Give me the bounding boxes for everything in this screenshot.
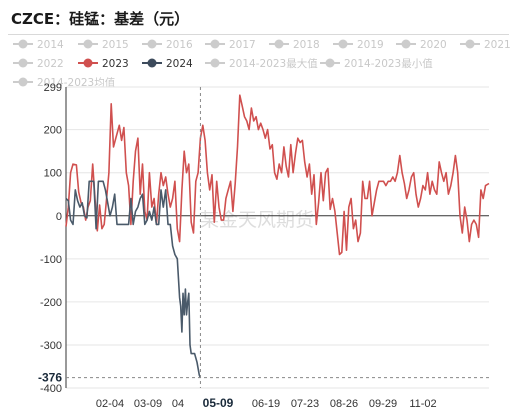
- y-tick-label: -100: [40, 254, 62, 266]
- legend: 2014 2015 2016 2017 2018 2019 2020 2021 2022 2023…: [13, 39, 511, 89]
- legend-label: 2016: [166, 39, 193, 51]
- y-tick-label: -400: [40, 383, 62, 395]
- legend-marker: [325, 58, 335, 68]
- legend-item-2014-2023-[interactable]: 2014-2023最大值: [205, 57, 318, 70]
- legend-label: 2022: [37, 58, 64, 70]
- legend-marker: [465, 39, 475, 49]
- legend-marker: [338, 39, 348, 49]
- legend-item-2015[interactable]: 2015: [78, 39, 129, 51]
- x-tick-label: 11-02: [409, 398, 436, 410]
- legend-label: 2014-2023最小值: [344, 57, 433, 70]
- y-tick-label: -200: [40, 297, 62, 309]
- y-tick-label: 100: [44, 168, 62, 180]
- legend-marker: [147, 39, 157, 49]
- legend-label: 2014: [37, 39, 64, 51]
- legend-item-2019[interactable]: 2019: [333, 39, 384, 51]
- legend-item-2016[interactable]: 2016: [142, 39, 193, 51]
- legend-marker: [401, 39, 411, 49]
- legend-marker: [274, 39, 284, 49]
- x-tick-label: 09-29: [369, 398, 397, 410]
- series-layer: [65, 94, 490, 379]
- legend-label: 2017: [229, 39, 256, 51]
- legend-marker: [18, 39, 28, 49]
- legend-item-2014-2023-[interactable]: 2014-2023均值: [13, 76, 116, 89]
- x-tick-label: 03-09: [134, 398, 162, 410]
- x-tick-label: 06-19: [252, 398, 280, 410]
- legend-item-2018[interactable]: 2018: [269, 39, 320, 51]
- series-line-2023[interactable]: [65, 94, 490, 256]
- y-tick-label: -300: [40, 340, 62, 352]
- x-tick-label: 02-04: [96, 398, 124, 410]
- legend-label: 2014-2023最大值: [229, 57, 318, 70]
- legend-item-2017[interactable]: 2017: [205, 39, 256, 51]
- legend-marker: [83, 58, 93, 68]
- chart-title: CZCE：硅锰：基差（元）: [11, 10, 190, 28]
- legend-item-2020[interactable]: 2020: [396, 39, 447, 51]
- legend-label: 2019: [357, 39, 384, 51]
- axes: -400 -300 -200 -100 0 100 200 299 02-04 03-09 04 05…: [40, 82, 489, 410]
- legend-item-2014[interactable]: 2014: [13, 39, 64, 51]
- y-tick-label: 299: [44, 82, 62, 94]
- legend-marker: [18, 77, 28, 87]
- x-tick-label: 04: [172, 398, 184, 410]
- legend-item-2023[interactable]: 2023: [78, 58, 129, 70]
- x-tick-label: 08-26: [330, 398, 358, 410]
- legend-item-2021[interactable]: 2021: [460, 39, 511, 51]
- legend-label: 2018: [293, 39, 320, 51]
- series-line-2024[interactable]: [65, 180, 202, 379]
- y-tick-label: 200: [44, 125, 62, 137]
- legend-label: 2020: [420, 39, 447, 51]
- legend-label: 2015: [102, 39, 129, 51]
- y-tick-label: 0: [56, 211, 62, 223]
- legend-label: 2024: [166, 58, 193, 70]
- legend-item-2014-2023-[interactable]: 2014-2023最小值: [320, 57, 433, 70]
- legend-label: 2014-2023均值: [37, 76, 116, 89]
- grid: [66, 86, 489, 389]
- legend-marker: [83, 39, 93, 49]
- title-divider: [8, 34, 509, 35]
- legend-marker: [18, 58, 28, 68]
- legend-label: 2021: [484, 39, 511, 51]
- legend-marker: [210, 58, 220, 68]
- watermark: 某金天风期货: [200, 209, 314, 231]
- legend-marker: [147, 58, 157, 68]
- x-tick-label: 07-23: [291, 398, 319, 410]
- crosshair: -376: [38, 87, 489, 388]
- legend-item-2022[interactable]: 2022: [13, 58, 64, 70]
- legend-item-2024[interactable]: 2024: [142, 58, 193, 70]
- x-tick-label: 05-09: [203, 396, 234, 410]
- legend-label: 2023: [102, 58, 129, 70]
- crosshair-y-label: -376: [38, 371, 62, 385]
- legend-marker: [210, 39, 220, 49]
